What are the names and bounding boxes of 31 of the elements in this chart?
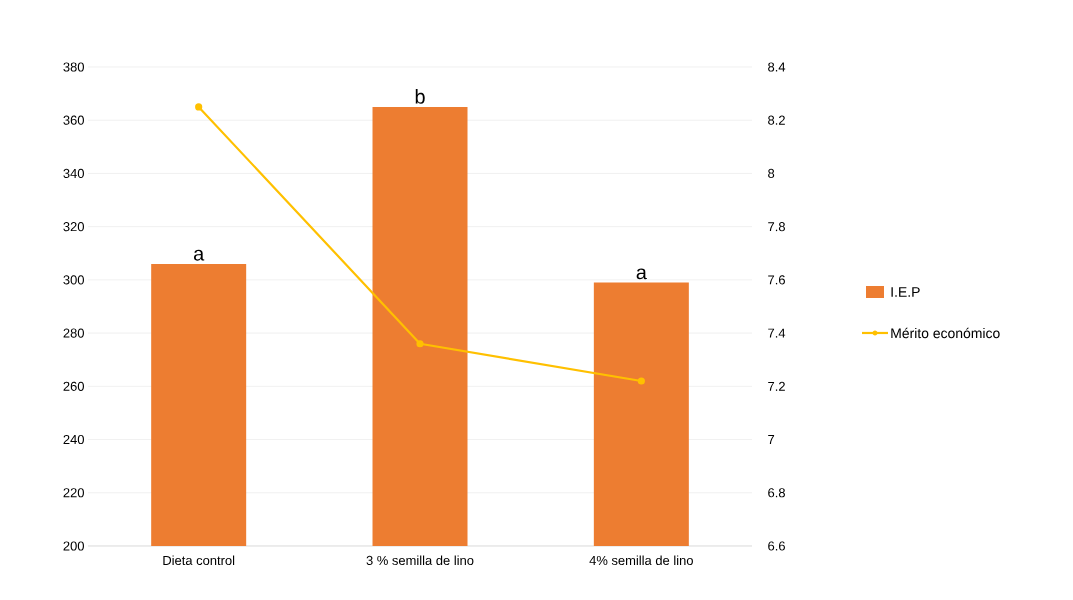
y2-tick-label: 6.8 (768, 488, 785, 498)
y-tick-label: 360 (63, 115, 84, 125)
y2-tick-label: 8 (768, 168, 775, 179)
y2-tick-label: 6.6 (768, 541, 785, 551)
y-tick-label: 240 (63, 434, 84, 445)
legend-label: I.E.P (891, 287, 920, 297)
y-tick-label: 300 (63, 275, 84, 285)
point (195, 103, 203, 111)
y2-tick-label: 8.2 (768, 115, 785, 125)
legend-label: Mérito económico (891, 327, 1000, 339)
y-tick-label: 280 (63, 328, 84, 338)
annotation: a (193, 249, 205, 261)
point (637, 377, 645, 385)
y2-tick-label: 7.8 (768, 222, 785, 232)
annotation: a (636, 268, 647, 280)
y-tick-label: 340 (63, 168, 84, 179)
x-tick-label: 3 % semilla de lino (366, 555, 474, 566)
y-tick-label: 200 (63, 541, 84, 551)
x-tick-label: Dieta control (163, 555, 235, 566)
point (416, 340, 424, 348)
annotation: b (415, 89, 425, 104)
y-tick-label: 380 (63, 62, 84, 72)
y2-tick-label: 7.4 (768, 328, 786, 338)
x-tick-label: 4% semilla de lino (589, 555, 693, 566)
y-tick-label: 260 (63, 381, 84, 391)
y-tick-label: 320 (63, 222, 84, 232)
y-tick-label: 220 (63, 488, 84, 498)
y2-tick-label: 7.6 (768, 275, 785, 285)
y2-tick-label: 7 (768, 435, 775, 444)
y2-tick-label: 7.2 (768, 381, 785, 391)
y2-tick-label: 8.4 (768, 62, 786, 72)
